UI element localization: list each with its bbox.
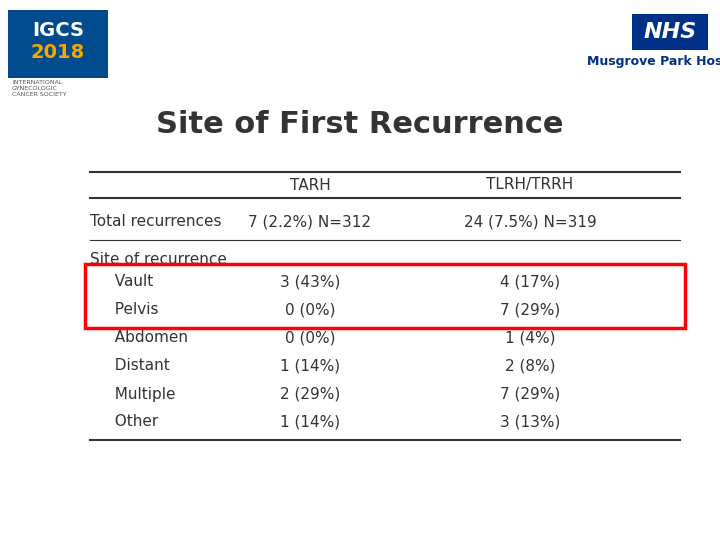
Text: 7 (29%): 7 (29%) (500, 302, 560, 318)
Text: 1 (14%): 1 (14%) (280, 415, 340, 429)
Text: 4 (17%): 4 (17%) (500, 274, 560, 289)
Text: Distant: Distant (105, 359, 170, 374)
Text: 7 (2.2%) N=312: 7 (2.2%) N=312 (248, 214, 372, 230)
Text: TLRH/TRRH: TLRH/TRRH (487, 178, 574, 192)
Text: TARH: TARH (289, 178, 330, 192)
Text: 7 (29%): 7 (29%) (500, 387, 560, 402)
Text: 3 (43%): 3 (43%) (280, 274, 340, 289)
Text: Abdomen: Abdomen (105, 330, 188, 346)
Text: IGCS: IGCS (32, 21, 84, 39)
Text: 24 (7.5%) N=319: 24 (7.5%) N=319 (464, 214, 596, 230)
Text: Site of recurrence: Site of recurrence (90, 253, 227, 267)
Text: Site of First Recurrence: Site of First Recurrence (156, 110, 564, 139)
Text: 3 (13%): 3 (13%) (500, 415, 560, 429)
Text: 0 (0%): 0 (0%) (284, 330, 336, 346)
Bar (8, 10, 108, 78)
Text: 0 (0%): 0 (0%) (284, 302, 336, 318)
Text: 2 (29%): 2 (29%) (280, 387, 340, 402)
Text: 2018: 2018 (31, 43, 85, 62)
Text: Other: Other (105, 415, 158, 429)
Text: Pelvis: Pelvis (105, 302, 158, 318)
Text: Multiple: Multiple (105, 387, 176, 402)
Text: NHS: NHS (644, 22, 697, 42)
Text: Vault: Vault (105, 274, 153, 289)
Text: 1 (4%): 1 (4%) (505, 330, 555, 346)
Bar (85, 264, 685, 328)
Bar (632, 14, 708, 50)
Text: 1 (14%): 1 (14%) (280, 359, 340, 374)
Text: Total recurrences: Total recurrences (90, 214, 222, 230)
Text: 2 (8%): 2 (8%) (505, 359, 555, 374)
Text: Musgrove Park Hospital: Musgrove Park Hospital (587, 55, 720, 68)
Text: INTERNATIONAL
GYNECOLOGIC
CANCER SOCIETY: INTERNATIONAL GYNECOLOGIC CANCER SOCIETY (12, 80, 67, 97)
